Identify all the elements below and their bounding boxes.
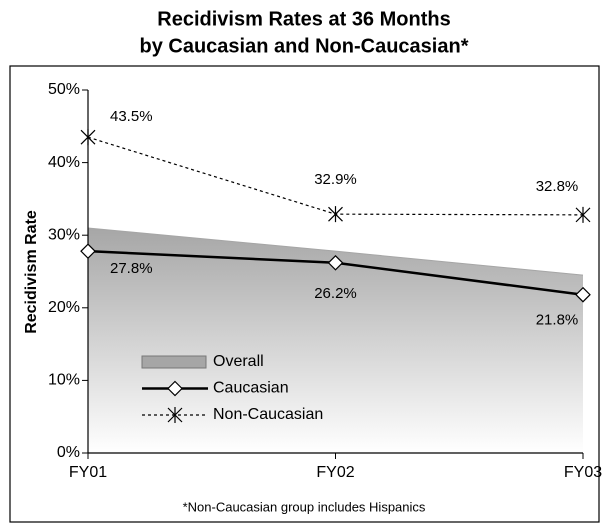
data-label: 43.5% — [110, 108, 153, 125]
legend-label: Overall — [213, 353, 264, 370]
y-tick-label: 40% — [48, 154, 80, 171]
asterisk-marker — [80, 129, 96, 146]
diamond-marker — [80, 243, 96, 260]
diamond-marker — [327, 254, 344, 271]
y-axis-label: Recidivism Rate — [23, 210, 40, 334]
y-tick-label: 0% — [57, 444, 80, 461]
y-tick-label: 10% — [48, 372, 80, 389]
chart-subtitle: by Caucasian and Non-Caucasian* — [140, 35, 469, 57]
data-label: 21.8% — [536, 312, 579, 329]
overall-area — [88, 227, 583, 453]
asterisk-marker — [575, 206, 591, 223]
y-tick-label: 50% — [48, 81, 80, 98]
chart-frame — [9, 65, 600, 523]
data-label: 32.8% — [536, 178, 579, 195]
data-label: 27.8% — [110, 260, 153, 277]
y-tick-label: 20% — [48, 299, 80, 316]
legend-swatch — [141, 355, 207, 369]
y-tick-label: 30% — [48, 226, 80, 243]
legend-label: Caucasian — [213, 380, 289, 397]
overall-edge — [87, 227, 584, 276]
chart-title: Recidivism Rates at 36 Months — [157, 8, 450, 30]
x-tick-label: FY01 — [69, 464, 107, 481]
data-label: 26.2% — [314, 285, 357, 302]
legend-marker — [167, 407, 183, 423]
x-tick-label: FY03 — [564, 464, 602, 481]
legend-marker — [167, 380, 183, 397]
footnote: *Non-Caucasian group includes Hispanics — [183, 499, 426, 514]
legend-label: Non-Caucasian — [213, 406, 323, 423]
asterisk-marker — [328, 206, 343, 223]
diamond-marker — [575, 286, 591, 303]
data-label: 32.9% — [314, 171, 357, 188]
x-tick-label: FY02 — [316, 464, 354, 481]
